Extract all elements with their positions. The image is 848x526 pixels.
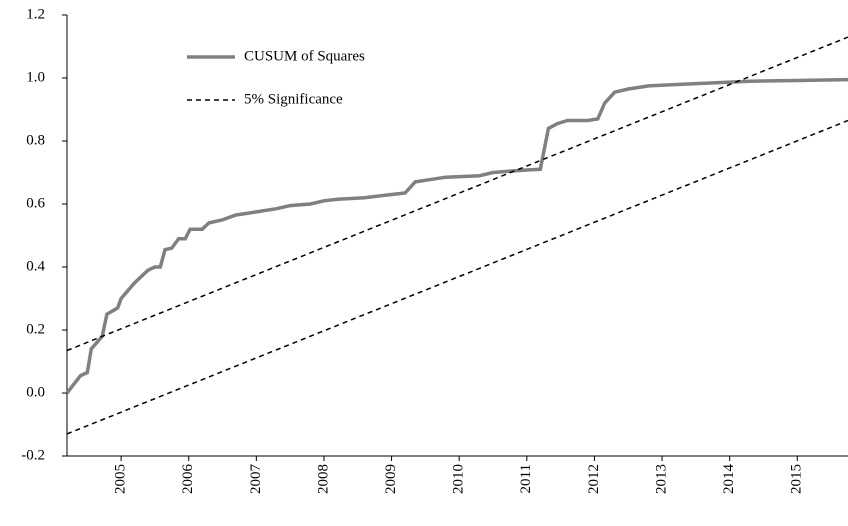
x-tick-label: 2006 bbox=[180, 464, 196, 495]
x-tick-label: 2012 bbox=[586, 464, 602, 494]
y-tick-label: 0.2 bbox=[26, 321, 45, 337]
y-tick-label: 0.8 bbox=[26, 132, 45, 148]
series-line bbox=[66, 119, 848, 435]
x-tick-label: 2007 bbox=[248, 464, 264, 495]
y-tick-label: 0.4 bbox=[26, 258, 45, 274]
y-tick-label: 0.0 bbox=[26, 384, 45, 400]
x-tick-label: 2008 bbox=[315, 464, 331, 494]
x-tick-label: 2013 bbox=[653, 464, 669, 494]
x-tick-label: 2011 bbox=[518, 464, 534, 493]
x-tick-label: 2015 bbox=[789, 464, 805, 494]
legend-label: 5% Significance bbox=[244, 91, 343, 107]
legend-label: CUSUM of Squares bbox=[244, 48, 365, 64]
y-tick-label: 0.6 bbox=[26, 195, 45, 211]
y-tick-label: -0.2 bbox=[21, 447, 45, 463]
x-tick-label: 2010 bbox=[451, 464, 467, 494]
x-tick-label: 2009 bbox=[383, 464, 399, 494]
x-tick-label: 2014 bbox=[721, 464, 737, 495]
series-line bbox=[66, 36, 848, 352]
x-tick-label: 2005 bbox=[113, 464, 129, 494]
y-tick-label: 1.0 bbox=[26, 69, 45, 85]
y-tick-label: 1.2 bbox=[26, 6, 45, 22]
series-line bbox=[65, 77, 848, 395]
